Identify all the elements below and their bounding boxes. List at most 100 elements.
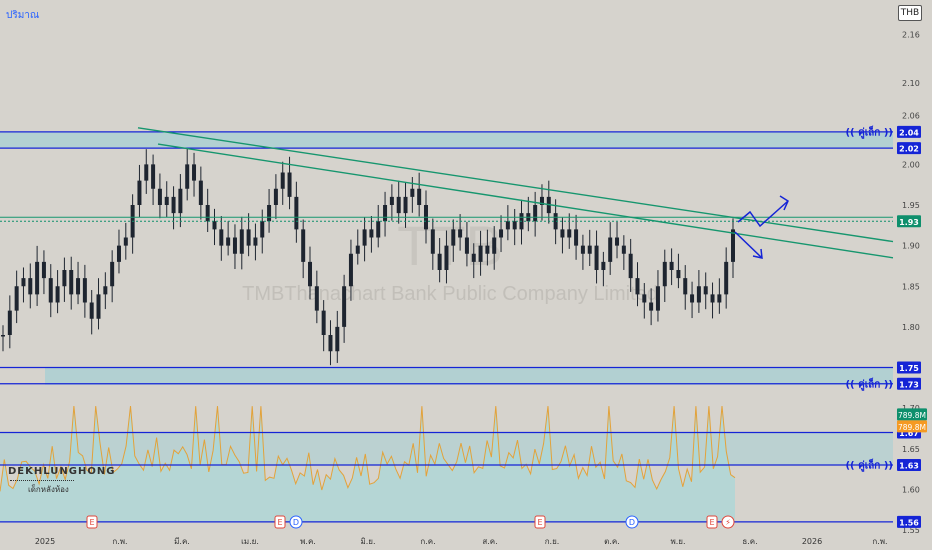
candle-body bbox=[403, 196, 408, 214]
candle-body bbox=[116, 245, 121, 262]
candle-body bbox=[676, 270, 681, 279]
candle-body bbox=[219, 229, 224, 246]
candle-body bbox=[62, 270, 67, 287]
x-tick-label: 2025 bbox=[35, 537, 55, 546]
level-badge bbox=[897, 215, 921, 228]
earnings-marker bbox=[706, 515, 718, 529]
earnings-marker bbox=[274, 515, 286, 529]
x-tick-label: ต.ค. bbox=[604, 537, 620, 546]
level-badge-label: 2.04 bbox=[899, 128, 919, 137]
candle-body bbox=[76, 278, 81, 295]
candle-body bbox=[35, 261, 40, 295]
candle-body bbox=[601, 261, 606, 270]
level-badge-label: 1.63 bbox=[899, 462, 919, 471]
candle-body bbox=[710, 294, 715, 303]
candle-body bbox=[212, 221, 217, 230]
x-tick-label: มี.ค. bbox=[174, 537, 190, 546]
candle-body bbox=[123, 237, 128, 246]
volume-badge-label: 789.8M bbox=[898, 423, 926, 432]
y-tick-label: 1.95 bbox=[902, 201, 920, 210]
candle-body bbox=[492, 237, 497, 254]
level-badge-label: 1.56 bbox=[899, 518, 919, 527]
candle-body bbox=[560, 229, 565, 238]
candle-body bbox=[246, 229, 251, 246]
candle-body bbox=[464, 237, 469, 254]
level-note: (( คู่เล็ก )) bbox=[845, 458, 893, 473]
volume-line bbox=[0, 406, 736, 492]
candle-body bbox=[383, 205, 388, 222]
brand-divider bbox=[10, 480, 74, 481]
candle-body bbox=[287, 172, 292, 197]
earnings-marker bbox=[86, 515, 98, 529]
candle-body bbox=[239, 229, 244, 254]
x-tick-label: 2026 bbox=[802, 537, 822, 546]
candle-body bbox=[226, 237, 231, 246]
candle-body bbox=[28, 278, 33, 295]
x-tick-label: ก.พ. bbox=[872, 537, 887, 546]
level-badge-label: 2.02 bbox=[899, 145, 919, 154]
brand-name: DEKHLUNGHONG bbox=[8, 466, 116, 477]
candle-body bbox=[82, 278, 87, 303]
candle-body bbox=[417, 188, 422, 205]
candle-body bbox=[567, 229, 572, 238]
earnings-marker-label: E bbox=[89, 518, 94, 527]
currency-button[interactable]: THB bbox=[898, 5, 922, 21]
candle-body bbox=[533, 205, 538, 222]
candle-body bbox=[348, 253, 353, 287]
candle-body bbox=[69, 270, 74, 295]
earnings-marker-label: E bbox=[537, 518, 542, 527]
candle-body bbox=[724, 261, 729, 295]
earnings-marker bbox=[534, 515, 546, 529]
candle-body bbox=[396, 196, 401, 214]
candle-body bbox=[642, 294, 647, 303]
level-note: (( คู่เล็ก )) bbox=[845, 124, 893, 139]
projection-up-arrow bbox=[737, 200, 789, 228]
dividend-marker-label: D bbox=[293, 518, 299, 527]
candle-body bbox=[205, 205, 210, 222]
candle-body bbox=[717, 294, 722, 303]
dividend-marker-label: D bbox=[629, 518, 635, 527]
candle-body bbox=[157, 188, 162, 205]
candle-body bbox=[96, 294, 101, 319]
x-tick-label: เม.ย. bbox=[241, 537, 259, 546]
candle-body bbox=[539, 196, 544, 205]
candle-body bbox=[314, 286, 319, 311]
x-tick-label: ก.พ. bbox=[112, 537, 127, 546]
y-tick-label: 1.60 bbox=[902, 485, 920, 494]
brand-tagline: เด็กหลังห้อง bbox=[28, 485, 69, 494]
y-tick-label: 1.65 bbox=[902, 445, 920, 454]
candle-body bbox=[683, 278, 688, 295]
split-marker-label: ⚡ bbox=[725, 518, 731, 527]
candle-body bbox=[628, 253, 633, 279]
y-tick-label: 1.80 bbox=[902, 323, 920, 332]
candle-body bbox=[655, 286, 660, 311]
candle-body bbox=[376, 221, 381, 238]
arrow-head-down bbox=[752, 248, 763, 259]
y-tick-label: 2.00 bbox=[902, 160, 920, 169]
volume-area bbox=[0, 406, 735, 522]
trend-line-lower bbox=[157, 143, 894, 259]
candle-body bbox=[662, 261, 667, 287]
earnings-marker-label: E bbox=[709, 518, 714, 527]
candle-body bbox=[690, 294, 695, 303]
level-badge bbox=[897, 515, 921, 528]
x-tick-label: ธ.ค. bbox=[742, 537, 757, 546]
x-tick-label: พ.ค. bbox=[300, 537, 316, 546]
candle-body bbox=[55, 286, 60, 303]
resistance-zone bbox=[0, 131, 893, 149]
candle-body bbox=[48, 278, 53, 303]
candle-body bbox=[178, 188, 183, 214]
level-badge-label: 1.73 bbox=[899, 380, 919, 389]
candle-body bbox=[89, 302, 94, 319]
dividend-marker bbox=[625, 515, 639, 529]
candle-body bbox=[185, 164, 190, 189]
candle-body bbox=[451, 229, 456, 246]
candle-body bbox=[198, 180, 203, 205]
volume-indicator-label: ปริมาณ bbox=[6, 10, 40, 21]
candle-body bbox=[355, 245, 360, 254]
candle-body bbox=[308, 261, 313, 287]
zones-layer bbox=[0, 131, 893, 465]
candle-body bbox=[649, 302, 654, 311]
level-badge bbox=[897, 361, 921, 374]
